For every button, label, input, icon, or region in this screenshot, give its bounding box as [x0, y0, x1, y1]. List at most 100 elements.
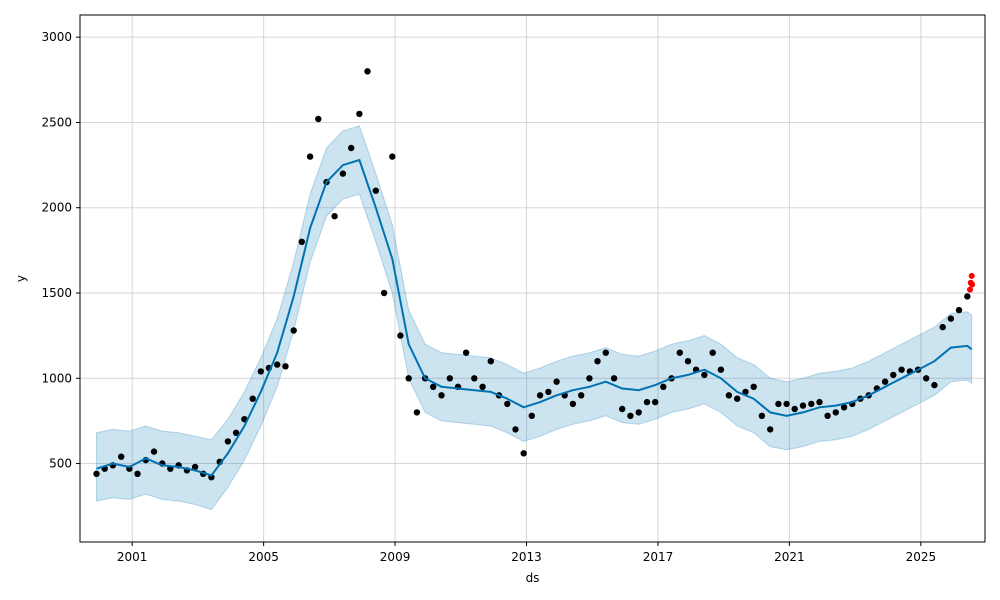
- observed-point: [799, 402, 807, 409]
- observed-point: [504, 400, 511, 408]
- observed-point: [274, 361, 281, 368]
- observed-point: [372, 187, 379, 194]
- observed-point: [331, 213, 338, 220]
- observed-point: [676, 349, 683, 356]
- observed-point: [840, 404, 848, 411]
- observed-point: [397, 332, 404, 339]
- x-axis-title: ds: [526, 571, 540, 585]
- x-tick-label: 2009: [380, 550, 411, 564]
- grid-layer: [80, 15, 985, 542]
- observed-point: [750, 383, 757, 390]
- observed-point: [701, 371, 708, 379]
- y-tick-label: 2500: [41, 115, 72, 129]
- observed-point: [348, 144, 355, 152]
- recent-point: [969, 281, 976, 288]
- axis-ticks: 500 1000 1500 2000 2500 3000 2001 2005 2009 2013 2…: [41, 30, 936, 564]
- observed-point: [512, 426, 519, 433]
- observed-point: [881, 378, 889, 385]
- observed-point: [742, 388, 749, 396]
- observed-point: [315, 115, 322, 123]
- observed-point: [775, 400, 782, 408]
- observed-point: [684, 358, 692, 365]
- observed-point: [627, 412, 634, 419]
- observed-point: [709, 349, 716, 356]
- observed-point: [939, 323, 946, 331]
- observed-point: [405, 375, 412, 382]
- uncertainty-band: [96, 125, 973, 511]
- y-tick-label: 2000: [41, 201, 72, 215]
- observed-point: [356, 110, 363, 118]
- observed-point: [290, 327, 297, 334]
- y-axis-title: y: [14, 275, 28, 282]
- observed-point: [619, 405, 626, 413]
- y-tick-label: 1500: [41, 286, 72, 300]
- x-tick-label: 2001: [117, 550, 148, 564]
- observed-point: [471, 375, 478, 382]
- observed-point: [249, 395, 256, 402]
- observed-point: [150, 448, 158, 455]
- observed-point: [446, 375, 453, 382]
- observed-point: [298, 238, 305, 245]
- observed-point: [635, 409, 642, 416]
- recent-point: [967, 286, 973, 293]
- y-tick-label: 500: [49, 457, 72, 471]
- observed-point: [134, 470, 141, 477]
- observed-point: [224, 438, 232, 445]
- observed-point: [389, 153, 396, 160]
- observed-point: [430, 383, 437, 390]
- recent-point: [968, 272, 975, 279]
- observed-point: [232, 429, 240, 436]
- observed-point: [643, 398, 651, 406]
- x-tick-label: 2005: [248, 550, 279, 564]
- observed-point: [536, 392, 544, 399]
- x-tick-label: 2021: [774, 550, 805, 564]
- forecast-line: [96, 158, 973, 477]
- observed-point: [652, 398, 659, 406]
- observed-point: [955, 306, 963, 314]
- observed-point: [923, 375, 930, 382]
- x-tick-label: 2017: [643, 550, 674, 564]
- observed-point: [725, 392, 733, 399]
- observed-point: [339, 170, 347, 177]
- observed-point: [734, 395, 741, 402]
- observed-point: [964, 293, 971, 300]
- y-tick-label: 1000: [41, 371, 72, 385]
- observed-point: [808, 400, 815, 408]
- observed-point: [191, 463, 199, 471]
- observed-point: [520, 450, 527, 457]
- observed-point: [257, 368, 264, 375]
- observed-point: [528, 412, 535, 419]
- observed-point: [758, 412, 766, 419]
- observed-point: [306, 153, 314, 160]
- y-tick-label: 3000: [41, 30, 72, 44]
- x-tick-label: 2013: [511, 550, 542, 564]
- observed-point: [824, 412, 831, 419]
- observed-point: [545, 388, 552, 396]
- observed-point: [380, 289, 388, 297]
- observed-point: [890, 371, 897, 379]
- observed-point: [569, 400, 577, 408]
- observed-point: [586, 375, 593, 382]
- observed-point: [931, 381, 938, 389]
- observed-point: [717, 366, 725, 373]
- observed-point: [594, 358, 601, 365]
- x-tick-label: 2025: [906, 550, 937, 564]
- observed-point: [413, 409, 421, 416]
- observed-point: [947, 315, 955, 322]
- observed-point: [783, 400, 790, 408]
- observed-point: [438, 392, 445, 399]
- observed-point: [93, 470, 100, 477]
- observed-point: [118, 453, 125, 460]
- recent-points: [967, 272, 976, 293]
- observed-point: [282, 363, 289, 370]
- observed-point: [898, 366, 905, 373]
- observed-point: [660, 383, 667, 390]
- observed-point: [553, 378, 560, 385]
- observed-point: [479, 383, 486, 390]
- observed-point: [816, 398, 823, 406]
- observed-point: [462, 349, 470, 356]
- observed-point: [364, 68, 371, 75]
- observed-point: [791, 405, 798, 413]
